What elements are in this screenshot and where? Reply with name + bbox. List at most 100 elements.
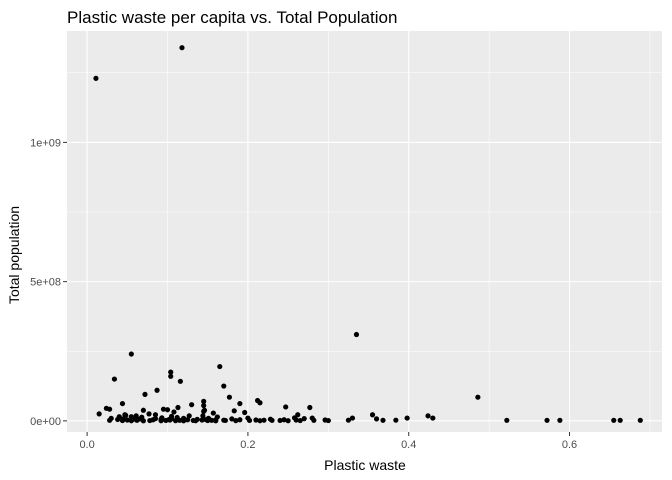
data-point: [154, 387, 160, 393]
data-point: [168, 369, 174, 375]
data-point: [213, 418, 219, 424]
data-point: [222, 417, 228, 424]
data-point: [93, 75, 99, 81]
data-point: [134, 417, 140, 423]
data-point: [229, 416, 235, 422]
data-point: [107, 406, 113, 412]
data-point: [257, 400, 263, 406]
data-point: [210, 410, 216, 416]
data-point: [128, 351, 134, 357]
y-axis-title: Total population: [6, 206, 22, 304]
y-tick-label: 0e+00: [30, 416, 61, 428]
data-point: [297, 417, 303, 424]
data-point: [180, 418, 187, 424]
data-point: [557, 417, 563, 423]
data-point: [201, 402, 207, 409]
data-point: [430, 415, 436, 421]
data-point: [96, 411, 102, 417]
data-point: [233, 418, 239, 424]
data-point: [425, 413, 431, 419]
data-point: [119, 417, 126, 424]
data-point: [119, 400, 126, 407]
data-point: [611, 417, 617, 423]
data-point: [380, 417, 386, 423]
data-point: [189, 402, 195, 408]
data-point: [158, 418, 164, 424]
data-point: [301, 416, 307, 422]
data-point: [311, 417, 317, 423]
data-point: [242, 409, 248, 416]
data-point: [283, 404, 289, 410]
data-point: [142, 391, 148, 398]
data-point: [201, 398, 207, 404]
data-point: [253, 417, 259, 423]
x-axis-title: Plastic waste: [324, 457, 406, 473]
data-point: [147, 417, 153, 424]
data-point: [176, 417, 183, 423]
data-point: [140, 407, 146, 413]
data-point: [128, 418, 134, 424]
data-point: [261, 417, 267, 423]
data-point: [175, 404, 181, 411]
data-point: [544, 417, 550, 423]
plot-panel: [67, 31, 662, 432]
data-point: [160, 406, 167, 412]
chart-title: Plastic waste per capita vs. Total Popul…: [67, 8, 397, 27]
data-point: [115, 416, 121, 423]
data-point: [285, 418, 291, 424]
data-point: [179, 45, 185, 51]
x-tick-label: 0.0: [79, 439, 94, 451]
data-point: [257, 418, 263, 424]
data-point: [199, 417, 205, 423]
data-point: [164, 407, 171, 413]
data-point: [475, 394, 481, 400]
data-point: [111, 376, 118, 382]
x-tick-label: 0.2: [240, 439, 255, 451]
data-point: [504, 417, 510, 423]
data-point: [369, 412, 376, 418]
data-point: [277, 417, 283, 424]
data-point: [146, 411, 152, 417]
y-axis-ticks: 0e+00 5e+08 1e+09: [30, 137, 67, 428]
data-point: [171, 409, 177, 415]
data-points: [93, 45, 643, 424]
x-tick-label: 0.6: [562, 439, 577, 451]
data-point: [325, 417, 331, 424]
x-axis-ticks: 0.0 0.2 0.4 0.6: [79, 432, 577, 451]
data-point: [205, 417, 211, 424]
data-point: [281, 417, 287, 423]
data-point: [185, 417, 191, 423]
data-point: [209, 417, 215, 423]
data-point: [373, 416, 380, 422]
data-point: [193, 418, 199, 424]
data-point: [237, 417, 243, 423]
data-point: [221, 383, 227, 389]
data-point: [186, 413, 192, 419]
data-point: [349, 415, 356, 421]
data-point: [353, 331, 360, 338]
data-point: [246, 417, 253, 424]
data-point: [163, 417, 169, 424]
data-point: [231, 408, 237, 414]
gridlines: [67, 31, 662, 432]
data-point: [295, 412, 301, 418]
data-point: [217, 363, 223, 370]
data-point: [107, 417, 113, 423]
data-point: [201, 408, 207, 414]
data-point: [404, 415, 410, 421]
data-point: [237, 400, 243, 407]
data-point: [293, 417, 299, 423]
data-point: [124, 417, 130, 423]
data-point: [152, 412, 159, 418]
y-tick-label: 1e+09: [30, 137, 61, 149]
data-point: [167, 417, 173, 423]
data-point: [617, 417, 623, 423]
data-point: [200, 413, 206, 419]
data-point: [269, 417, 275, 423]
x-tick-label: 0.4: [401, 439, 416, 451]
data-point: [140, 418, 146, 424]
y-tick-label: 5e+08: [30, 277, 61, 289]
data-point: [226, 394, 233, 400]
data-point: [172, 418, 179, 424]
